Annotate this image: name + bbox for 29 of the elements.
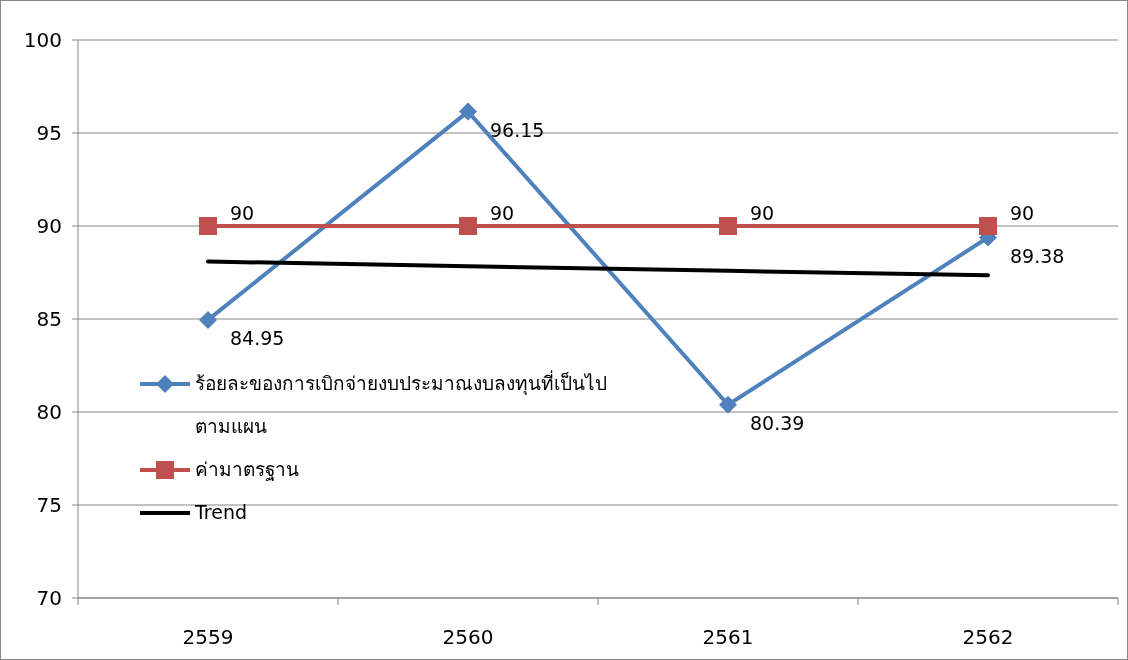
y-tick-label: 85 bbox=[36, 307, 62, 331]
data-label: 90 bbox=[230, 202, 255, 224]
y-tick-label: 95 bbox=[36, 121, 62, 145]
data-label: 89.38 bbox=[1010, 244, 1065, 267]
y-tick-label: 75 bbox=[36, 493, 62, 517]
data-label: 90 bbox=[490, 202, 515, 224]
legend-label: Trend bbox=[195, 500, 248, 525]
point bbox=[459, 102, 477, 121]
legend-label: ร้อยละของการเบิกจ่ายงบประมาณงบลงทุนที่เป็นไปตามแผน bbox=[195, 369, 608, 439]
x-tick-label: 2561 bbox=[702, 625, 754, 649]
point bbox=[719, 217, 737, 235]
point bbox=[719, 395, 737, 414]
point bbox=[979, 217, 997, 235]
data-label: 90 bbox=[1010, 202, 1035, 224]
data-label: 96.15 bbox=[490, 118, 545, 141]
legend-label: ค่ามาตรฐาน bbox=[195, 457, 300, 483]
y-tick-label: 100 bbox=[23, 28, 62, 52]
y-tick-label: 90 bbox=[36, 214, 62, 238]
point bbox=[199, 310, 217, 329]
data-label: 90 bbox=[750, 202, 775, 224]
y-tick-label: 70 bbox=[36, 586, 62, 610]
point bbox=[459, 217, 477, 235]
point bbox=[199, 217, 217, 235]
y-tick-label: 80 bbox=[36, 400, 62, 424]
data-label: 80.39 bbox=[750, 411, 805, 434]
data-label: 84.95 bbox=[230, 326, 285, 349]
x-tick-label: 2559 bbox=[182, 625, 234, 649]
x-tick-label: 2562 bbox=[962, 625, 1014, 649]
x-tick-label: 2560 bbox=[442, 625, 494, 649]
